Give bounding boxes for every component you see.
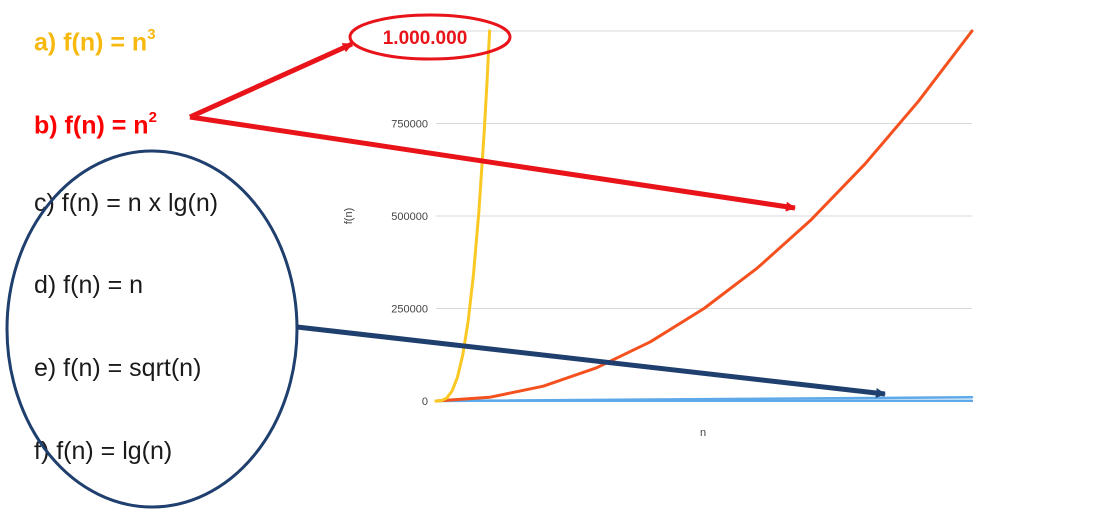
highlight-value: 1.000.000 bbox=[383, 28, 468, 49]
group-ellipse bbox=[5, 149, 299, 509]
y-tick-labels: 0 250000 500000 750000 bbox=[391, 119, 428, 409]
highlight-ellipse bbox=[348, 13, 512, 61]
series-line-n3 bbox=[434, 29, 492, 403]
fn-label-c: c) f(n) = n x lg(n) bbox=[34, 188, 218, 218]
y-tick-label: 0 bbox=[422, 396, 428, 408]
fn-label-a-text: a) f(n) = n bbox=[34, 28, 148, 57]
fn-label-d: d) f(n) = n bbox=[34, 270, 143, 300]
red-arrow-to-max bbox=[188, 41, 354, 120]
fn-label-b: b) f(n) = n2 bbox=[34, 105, 157, 140]
grid-layer bbox=[436, 30, 972, 402]
series-layer bbox=[434, 29, 974, 403]
fn-label-e-text: e) f(n) = sqrt(n) bbox=[34, 354, 202, 382]
blue-arrow-to-flat-curves bbox=[296, 324, 886, 398]
fn-label-e: e) f(n) = sqrt(n) bbox=[34, 353, 201, 383]
fn-label-f: f) f(n) = lg(n) bbox=[34, 436, 172, 466]
fn-label-b-text: b) f(n) = n bbox=[34, 111, 149, 140]
y-axis-title: f(n) bbox=[343, 208, 355, 225]
fn-label-b-exponent: 2 bbox=[148, 109, 157, 126]
fn-label-c-text: c) f(n) = n x lg(n) bbox=[34, 189, 219, 217]
y-tick-label: 750000 bbox=[391, 119, 428, 131]
fn-label-d-text: d) f(n) = n bbox=[34, 271, 144, 299]
fn-label-a: a) f(n) = n3 bbox=[34, 22, 156, 57]
series-line-n2 bbox=[434, 29, 974, 403]
x-axis-title: n bbox=[700, 427, 706, 439]
fn-label-a-exponent: 3 bbox=[147, 26, 156, 43]
y-tick-label: 500000 bbox=[391, 211, 428, 223]
red-arrow-to-quadratic bbox=[189, 114, 796, 212]
fn-label-f-text: f) f(n) = lg(n) bbox=[34, 437, 173, 465]
y-tick-label: 250000 bbox=[391, 304, 428, 316]
